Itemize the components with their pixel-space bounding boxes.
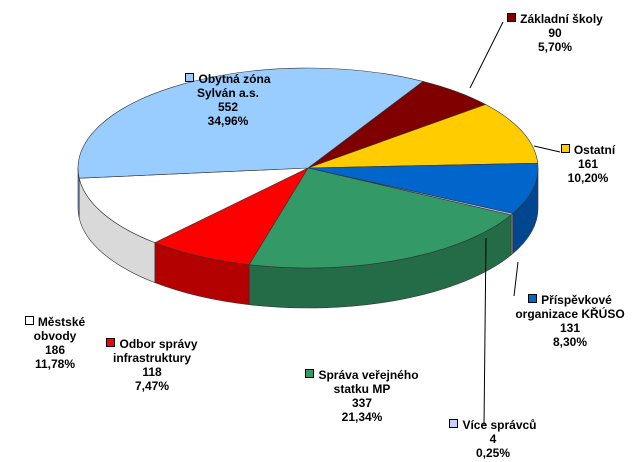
data-label: Základní školy 90 5,70% [495, 12, 615, 54]
label-name: Obytná zóna Sylván a.s. [168, 72, 288, 100]
category-name: Ostatní [573, 143, 616, 157]
data-label: Příspěvkové organizace KŘÚSO 131 8,30% [505, 293, 635, 349]
slice [248, 167, 512, 269]
percent-label: 0,25% [475, 446, 511, 460]
data-label: Ostatní 161 10,20% [548, 143, 628, 185]
value-label: 552 [217, 100, 239, 114]
category-name: Obytná zóna Sylván a.s. [196, 72, 271, 100]
percent-label: 7,47% [134, 379, 170, 393]
label-name: Správa veřejného statku MP [287, 368, 437, 396]
value-label: 337 [351, 396, 373, 410]
slice [307, 162, 539, 214]
label-name: Více správců [443, 418, 543, 432]
percent-label: 8,30% [552, 335, 588, 349]
label-name: Odbor správy infrastruktury [97, 337, 207, 365]
legend-swatch [305, 369, 315, 378]
percent-label: 5,70% [537, 40, 573, 54]
data-label: Více správců 4 0,25% [443, 418, 543, 460]
leader-line [469, 21, 504, 89]
legend-swatch [560, 144, 570, 153]
value-label: 118 [142, 365, 162, 379]
category-name: Příspěvkové organizace KŘÚSO [515, 293, 625, 321]
percent-label: 10,20% [567, 171, 609, 185]
category-name: Správa veřejného statku MP [318, 368, 419, 396]
legend-swatch [449, 419, 459, 428]
slice [307, 104, 539, 169]
value-label: 186 [44, 343, 66, 357]
value-label: 131 [559, 321, 581, 335]
leader-line [483, 237, 487, 427]
label-name: Městské obvody [5, 315, 105, 343]
data-label: Odbor správy infrastruktury 118 7,47% [97, 337, 207, 393]
percent-label: 21,34% [341, 410, 383, 424]
label-name: Základní školy [495, 12, 615, 26]
category-name: Více správců [462, 418, 537, 432]
percent-label: 11,78% [34, 357, 76, 371]
slice [78, 167, 309, 243]
data-label: Obytná zóna Sylván a.s. 552 34,96% [168, 72, 288, 128]
value-label: 161 [577, 157, 599, 171]
slice [154, 167, 309, 265]
category-name: Městské obvody [33, 315, 86, 343]
leader-line [533, 145, 561, 153]
data-label: Městské obvody 186 11,78% [5, 315, 105, 371]
legend-swatch [24, 316, 34, 325]
value-label: 4 [489, 432, 497, 446]
legend-swatch [507, 13, 517, 22]
leader-line [513, 261, 519, 297]
category-name: Základní školy [520, 12, 603, 26]
slice [77, 67, 424, 179]
legend-swatch [185, 73, 195, 82]
value-label: 90 [548, 26, 562, 40]
legend-swatch [106, 338, 116, 347]
data-label: Správa veřejného statku MP 337 21,34% [287, 368, 437, 424]
category-name: Odbor správy infrastruktury [112, 337, 198, 365]
percent-label: 34,96% [207, 114, 249, 128]
label-name: Ostatní [548, 143, 628, 157]
legend-swatch [528, 294, 538, 303]
label-name: Příspěvkové organizace KŘÚSO [505, 293, 635, 321]
